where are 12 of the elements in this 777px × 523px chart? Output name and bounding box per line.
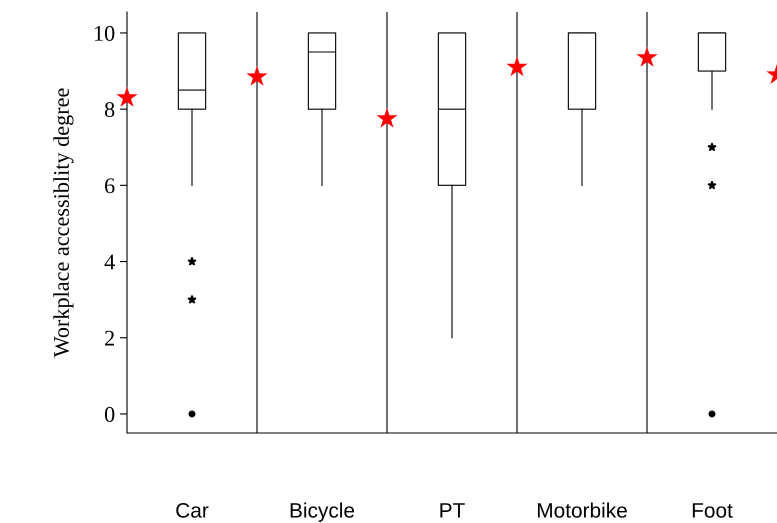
y-tick-label: 8 <box>104 102 114 118</box>
y-tick-label: 6 <box>105 178 115 194</box>
x-tick-label: Motorbike <box>538 502 627 518</box>
y-tick-label: 0 <box>104 406 114 422</box>
x-tick-label: Car <box>176 502 208 518</box>
y-axis-title: Workplace accessiblity degree <box>53 88 74 358</box>
x-tick-label: Foot <box>692 503 733 518</box>
y-tick-label: 4 <box>104 254 115 270</box>
y-tick-label: 10 <box>94 26 114 41</box>
x-tick-label: Bicycle <box>290 502 354 522</box>
y-tick-label: 2 <box>105 330 114 346</box>
x-tick-label: PT <box>440 503 465 518</box>
